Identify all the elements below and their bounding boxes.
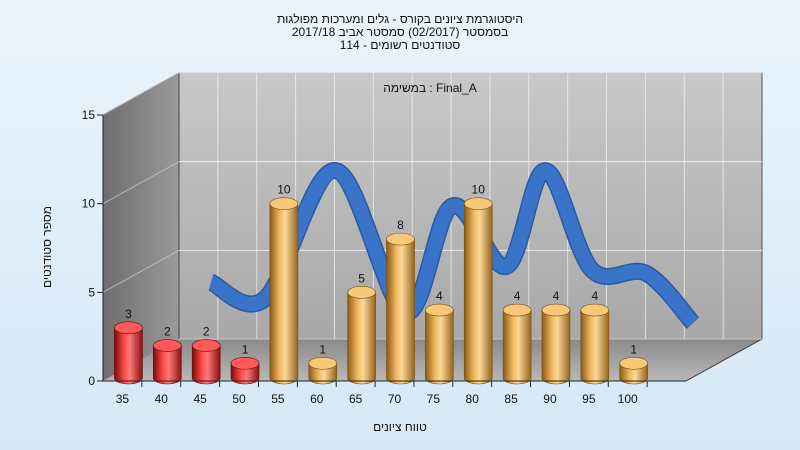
- bar-top: [191, 339, 221, 352]
- data-label: 1: [319, 342, 326, 356]
- chart-title-line-2: בסמסטר (02/2017) סמסטר אביב 2017/18: [291, 25, 509, 39]
- x-tick-label: 65: [349, 392, 363, 406]
- bar-top: [580, 303, 610, 317]
- data-label: 10: [277, 183, 291, 197]
- bar-top: [153, 339, 182, 352]
- x-tick-label: 60: [310, 392, 324, 406]
- bar: [153, 339, 182, 385]
- bar: [580, 303, 610, 385]
- bar-body: [269, 203, 299, 385]
- bar-top: [619, 356, 649, 370]
- bar: [463, 197, 493, 385]
- bar-top: [463, 197, 493, 210]
- bar-body: [502, 309, 532, 385]
- bar: [502, 303, 532, 385]
- data-label: 5: [358, 271, 365, 285]
- y-tick-label: 15: [82, 108, 96, 122]
- x-tick-label: 85: [504, 392, 518, 406]
- y-axis-title: מספר סטודנטים: [40, 205, 54, 289]
- bar: [386, 232, 415, 385]
- bar: [269, 197, 299, 385]
- bar: [230, 356, 260, 385]
- x-tick-label: 95: [582, 392, 596, 406]
- chart-title-line-1: היסטוגרמת ציונים בקורס - גלים ומערכות מפ…: [277, 12, 523, 26]
- x-tick-label: 55: [271, 392, 285, 406]
- bar: [308, 356, 338, 385]
- bar-top: [425, 303, 454, 317]
- bar-top: [269, 197, 299, 210]
- data-label: 4: [436, 289, 443, 303]
- x-tick-label: 100: [618, 392, 638, 406]
- bar-top: [541, 303, 571, 317]
- bar-top: [230, 356, 260, 370]
- x-tick-label: 75: [427, 392, 441, 406]
- gridline-h-side: [102, 249, 180, 293]
- x-tick-label: 70: [388, 392, 402, 406]
- bar: [619, 356, 649, 385]
- data-label: 4: [591, 289, 598, 303]
- data-label: 4: [553, 289, 560, 303]
- bar: [347, 286, 376, 385]
- bar-top: [114, 321, 143, 335]
- x-tick-label: 80: [466, 392, 480, 406]
- bar: [114, 321, 143, 385]
- chart-annotation: Final_A : במשימה: [383, 81, 476, 95]
- x-tick-label: 35: [116, 392, 130, 406]
- bar-body: [386, 238, 415, 385]
- bar: [191, 339, 221, 385]
- bar-top: [386, 232, 415, 246]
- data-label: 1: [242, 342, 249, 356]
- data-label: 2: [164, 325, 171, 339]
- x-tick-label: 50: [232, 392, 246, 406]
- gridline-h-side: [102, 161, 180, 205]
- bar-body: [425, 309, 454, 385]
- y-tick-label: 5: [88, 285, 95, 299]
- y-tick-label: 10: [82, 197, 96, 211]
- chart-title-line-3: סטודנטים רשומים - 114: [339, 38, 461, 52]
- bar-body: [347, 292, 376, 385]
- bar-body: [191, 345, 221, 385]
- gridline-h-side: [102, 72, 180, 116]
- data-label: 8: [397, 218, 404, 232]
- bar-body: [580, 309, 610, 385]
- data-label: 2: [203, 325, 210, 339]
- data-label: 1: [630, 342, 637, 356]
- y-tick-label: 0: [88, 374, 95, 388]
- x-tick-label: 40: [155, 392, 169, 406]
- bar-body: [153, 345, 182, 385]
- bar-body: [114, 327, 143, 385]
- x-tick-label: 90: [543, 392, 557, 406]
- x-axis-title: טווח ציונים: [373, 420, 427, 434]
- bar: [425, 303, 454, 385]
- x-tick-label: 45: [193, 392, 207, 406]
- data-label: 4: [514, 289, 521, 303]
- bar-top: [308, 356, 338, 370]
- bar-top: [347, 286, 376, 299]
- data-label: 3: [125, 307, 132, 321]
- data-label: 10: [472, 183, 486, 197]
- bar-body: [463, 203, 493, 385]
- bar-top: [502, 303, 532, 317]
- bar: [541, 303, 571, 385]
- bar-body: [541, 309, 571, 385]
